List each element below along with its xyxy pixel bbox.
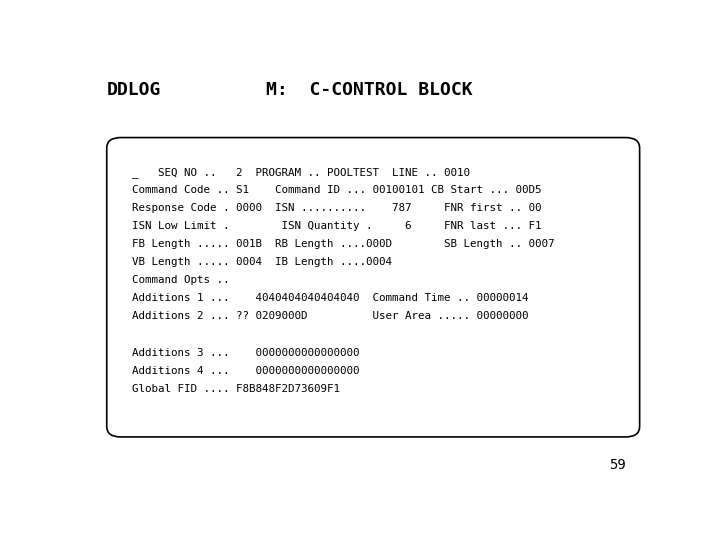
Text: 59: 59 — [609, 458, 626, 472]
Text: DDLOG: DDLOG — [107, 82, 161, 99]
Text: Command Code .. S1    Command ID ... 00100101 CB Start ... 00D5: Command Code .. S1 Command ID ... 001001… — [132, 185, 541, 195]
Text: Additions 1 ...    4040404040404040  Command Time .. 00000014: Additions 1 ... 4040404040404040 Command… — [132, 293, 528, 303]
Text: Additions 3 ...    0000000000000000: Additions 3 ... 0000000000000000 — [132, 348, 359, 357]
Text: Additions 4 ...    0000000000000000: Additions 4 ... 0000000000000000 — [132, 366, 359, 376]
Text: _   SEQ NO ..   2  PROGRAM .. POOLTEST  LINE .. 0010: _ SEQ NO .. 2 PROGRAM .. POOLTEST LINE .… — [132, 167, 470, 178]
Text: FB Length ..... 001B  RB Length ....000D        SB Length .. 0007: FB Length ..... 001B RB Length ....000D … — [132, 239, 554, 249]
Text: Command Opts ..: Command Opts .. — [132, 275, 230, 285]
Text: M:  C-CONTROL BLOCK: M: C-CONTROL BLOCK — [266, 82, 472, 99]
Text: VB Length ..... 0004  IB Length ....0004: VB Length ..... 0004 IB Length ....0004 — [132, 257, 392, 267]
FancyBboxPatch shape — [107, 138, 639, 437]
Text: ISN Low Limit .        ISN Quantity .     6     FNR last ... F1: ISN Low Limit . ISN Quantity . 6 FNR las… — [132, 221, 541, 231]
Text: Additions 2 ... ?? 0209000D          User Area ..... 00000000: Additions 2 ... ?? 0209000D User Area ..… — [132, 312, 528, 321]
Text: Response Code . 0000  ISN ..........    787     FNR first .. 00: Response Code . 0000 ISN .......... 787 … — [132, 203, 541, 213]
Text: Global FID .... F8B848F2D73609F1: Global FID .... F8B848F2D73609F1 — [132, 384, 340, 394]
